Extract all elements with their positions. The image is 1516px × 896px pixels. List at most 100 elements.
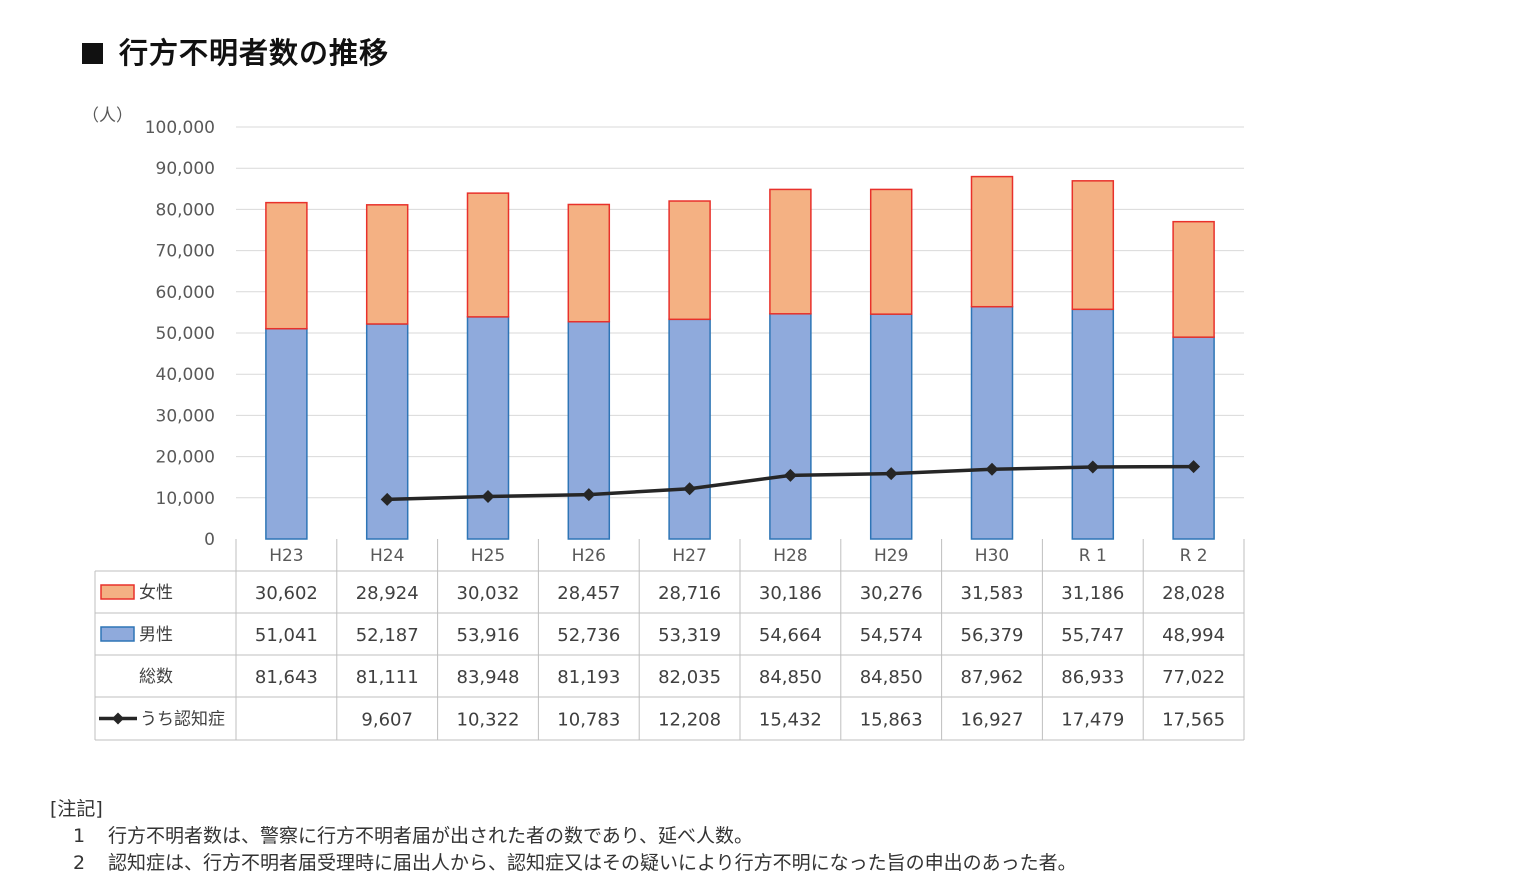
line-dementia-marker xyxy=(884,467,898,481)
y-tick-label: 70,000 xyxy=(156,242,215,262)
table-cell-value: 12,208 xyxy=(658,710,721,731)
note-text: 行方不明者数は、警察に行方不明者届が出された者の数であり、延べ人数。 xyxy=(108,825,754,847)
y-tick-label: 20,000 xyxy=(156,448,215,468)
line-dementia-marker xyxy=(1187,460,1201,474)
chart-title: 行方不明者数の推移 xyxy=(82,30,389,72)
table-cell-value: 52,187 xyxy=(356,625,419,646)
table-cell-value: 28,457 xyxy=(557,583,620,604)
square-bullet-icon xyxy=(82,43,103,64)
table-cell-value: 81,193 xyxy=(557,667,620,688)
table-cell-value: 28,028 xyxy=(1162,583,1225,604)
table-cell-value: 30,032 xyxy=(457,583,520,604)
bar-female xyxy=(869,188,913,315)
x-tick-label: H30 xyxy=(975,546,1009,566)
chart-title-text: 行方不明者数の推移 xyxy=(119,36,390,70)
x-tick-label: H28 xyxy=(773,546,807,566)
bar-female xyxy=(365,204,409,325)
table-cell-value: 54,574 xyxy=(860,625,923,646)
bar-male xyxy=(1071,308,1115,540)
y-tick-label: 10,000 xyxy=(156,489,215,509)
legend-key-male xyxy=(100,626,135,642)
bar-male xyxy=(1172,336,1215,540)
table-cell-value: 52,736 xyxy=(557,625,620,646)
y-axis-unit-label: （人） xyxy=(82,106,133,126)
legend-label-dementia: うち認知症 xyxy=(140,710,225,730)
table-cell-value: 86,933 xyxy=(1061,667,1124,688)
table-cell-value: 16,927 xyxy=(961,710,1024,731)
legend-key-dementia-marker xyxy=(112,712,124,725)
bar-female xyxy=(1172,220,1215,338)
table-cell-value: 30,602 xyxy=(255,583,318,604)
table-cell-value: 17,565 xyxy=(1162,710,1225,731)
x-tick-label: H27 xyxy=(672,546,706,566)
y-tick-label: 60,000 xyxy=(156,283,215,303)
table-cell-value: 56,379 xyxy=(961,625,1024,646)
y-tick-label: 30,000 xyxy=(156,406,215,426)
x-tick-label: H23 xyxy=(269,546,303,566)
line-dementia-marker xyxy=(783,468,797,482)
line-dementia-marker xyxy=(683,482,697,496)
note-item: 2 認知症は、行方不明者届受理時に届出人から、認知症又はその疑いにより行方不明にな… xyxy=(50,850,1077,877)
table-cell-value: 28,924 xyxy=(356,583,419,604)
notes-section: [注記] 1 行方不明者数は、警察に行方不明者届が出された者の数であり、延べ人数。… xyxy=(50,796,1077,877)
y-tick-label: 80,000 xyxy=(156,200,215,220)
table-cell-value: 28,716 xyxy=(658,583,721,604)
y-tick-label: 90,000 xyxy=(156,159,215,179)
note-number: 1 xyxy=(72,825,86,847)
table-cell-value: 31,186 xyxy=(1061,583,1124,604)
bar-female xyxy=(970,175,1014,308)
row-label-total: 総数 xyxy=(139,667,173,687)
table-cell-value: 10,322 xyxy=(457,710,520,731)
bar-female xyxy=(769,188,812,315)
bar-male xyxy=(365,323,409,540)
table-cell-value: 83,948 xyxy=(457,667,520,688)
table-cell-value: 53,916 xyxy=(457,625,520,646)
table-cell-value: 54,664 xyxy=(759,625,822,646)
bar-male xyxy=(970,305,1014,540)
table-cell-value: 87,962 xyxy=(961,667,1024,688)
bar-female xyxy=(668,200,711,321)
table-cell-value: 48,994 xyxy=(1162,625,1225,646)
bar-male xyxy=(265,327,308,540)
table-cell-value: 84,850 xyxy=(759,667,822,688)
table-cell-value: 17,479 xyxy=(1061,710,1124,731)
notes-heading: [注記] xyxy=(50,798,103,820)
note-item: 1 行方不明者数は、警察に行方不明者届が出された者の数であり、延べ人数。 xyxy=(50,823,1077,850)
line-dementia-marker xyxy=(380,492,394,506)
note-text: 認知症は、行方不明者届受理時に届出人から、認知症又はその疑いにより行方不明になっ… xyxy=(108,852,1077,874)
bar-female xyxy=(1071,180,1115,311)
table-cell-value: 51,041 xyxy=(255,625,318,646)
table-cell-value: 10,783 xyxy=(557,710,620,731)
table-cell-value: 9,607 xyxy=(361,710,413,731)
bar-female xyxy=(466,192,510,318)
x-tick-label: R 2 xyxy=(1180,546,1208,566)
table-cell-value: 15,863 xyxy=(860,710,923,731)
line-dementia-marker xyxy=(985,462,999,476)
x-tick-label: H24 xyxy=(370,546,404,566)
bar-female xyxy=(265,201,308,330)
line-dementia-marker xyxy=(481,489,495,503)
bar-male xyxy=(567,320,611,540)
note-number: 2 xyxy=(72,852,86,874)
x-tick-label: H29 xyxy=(874,546,908,566)
bar-male xyxy=(668,318,711,540)
table-cell-value: 55,747 xyxy=(1061,625,1124,646)
table-cell-value: 81,643 xyxy=(255,667,318,688)
table-cell-value: 77,022 xyxy=(1162,667,1225,688)
table-cell-value: 82,035 xyxy=(658,667,721,688)
bar-male xyxy=(769,313,812,540)
y-tick-label: 100,000 xyxy=(145,118,215,138)
bar-male xyxy=(466,316,510,540)
x-tick-label: H26 xyxy=(572,546,606,566)
line-dementia-marker xyxy=(1086,460,1100,474)
table-cell-value: 30,276 xyxy=(860,583,923,604)
legend-key-female xyxy=(100,584,135,600)
x-tick-label: H25 xyxy=(471,546,505,566)
legend-label-female: 女性 xyxy=(139,583,173,603)
line-dementia-marker xyxy=(582,488,596,502)
table-cell-value: 31,583 xyxy=(961,583,1024,604)
bar-female xyxy=(567,203,611,323)
table-cell-value: 84,850 xyxy=(860,667,923,688)
y-tick-label: 40,000 xyxy=(156,365,215,385)
y-tick-label: 0 xyxy=(204,530,215,550)
